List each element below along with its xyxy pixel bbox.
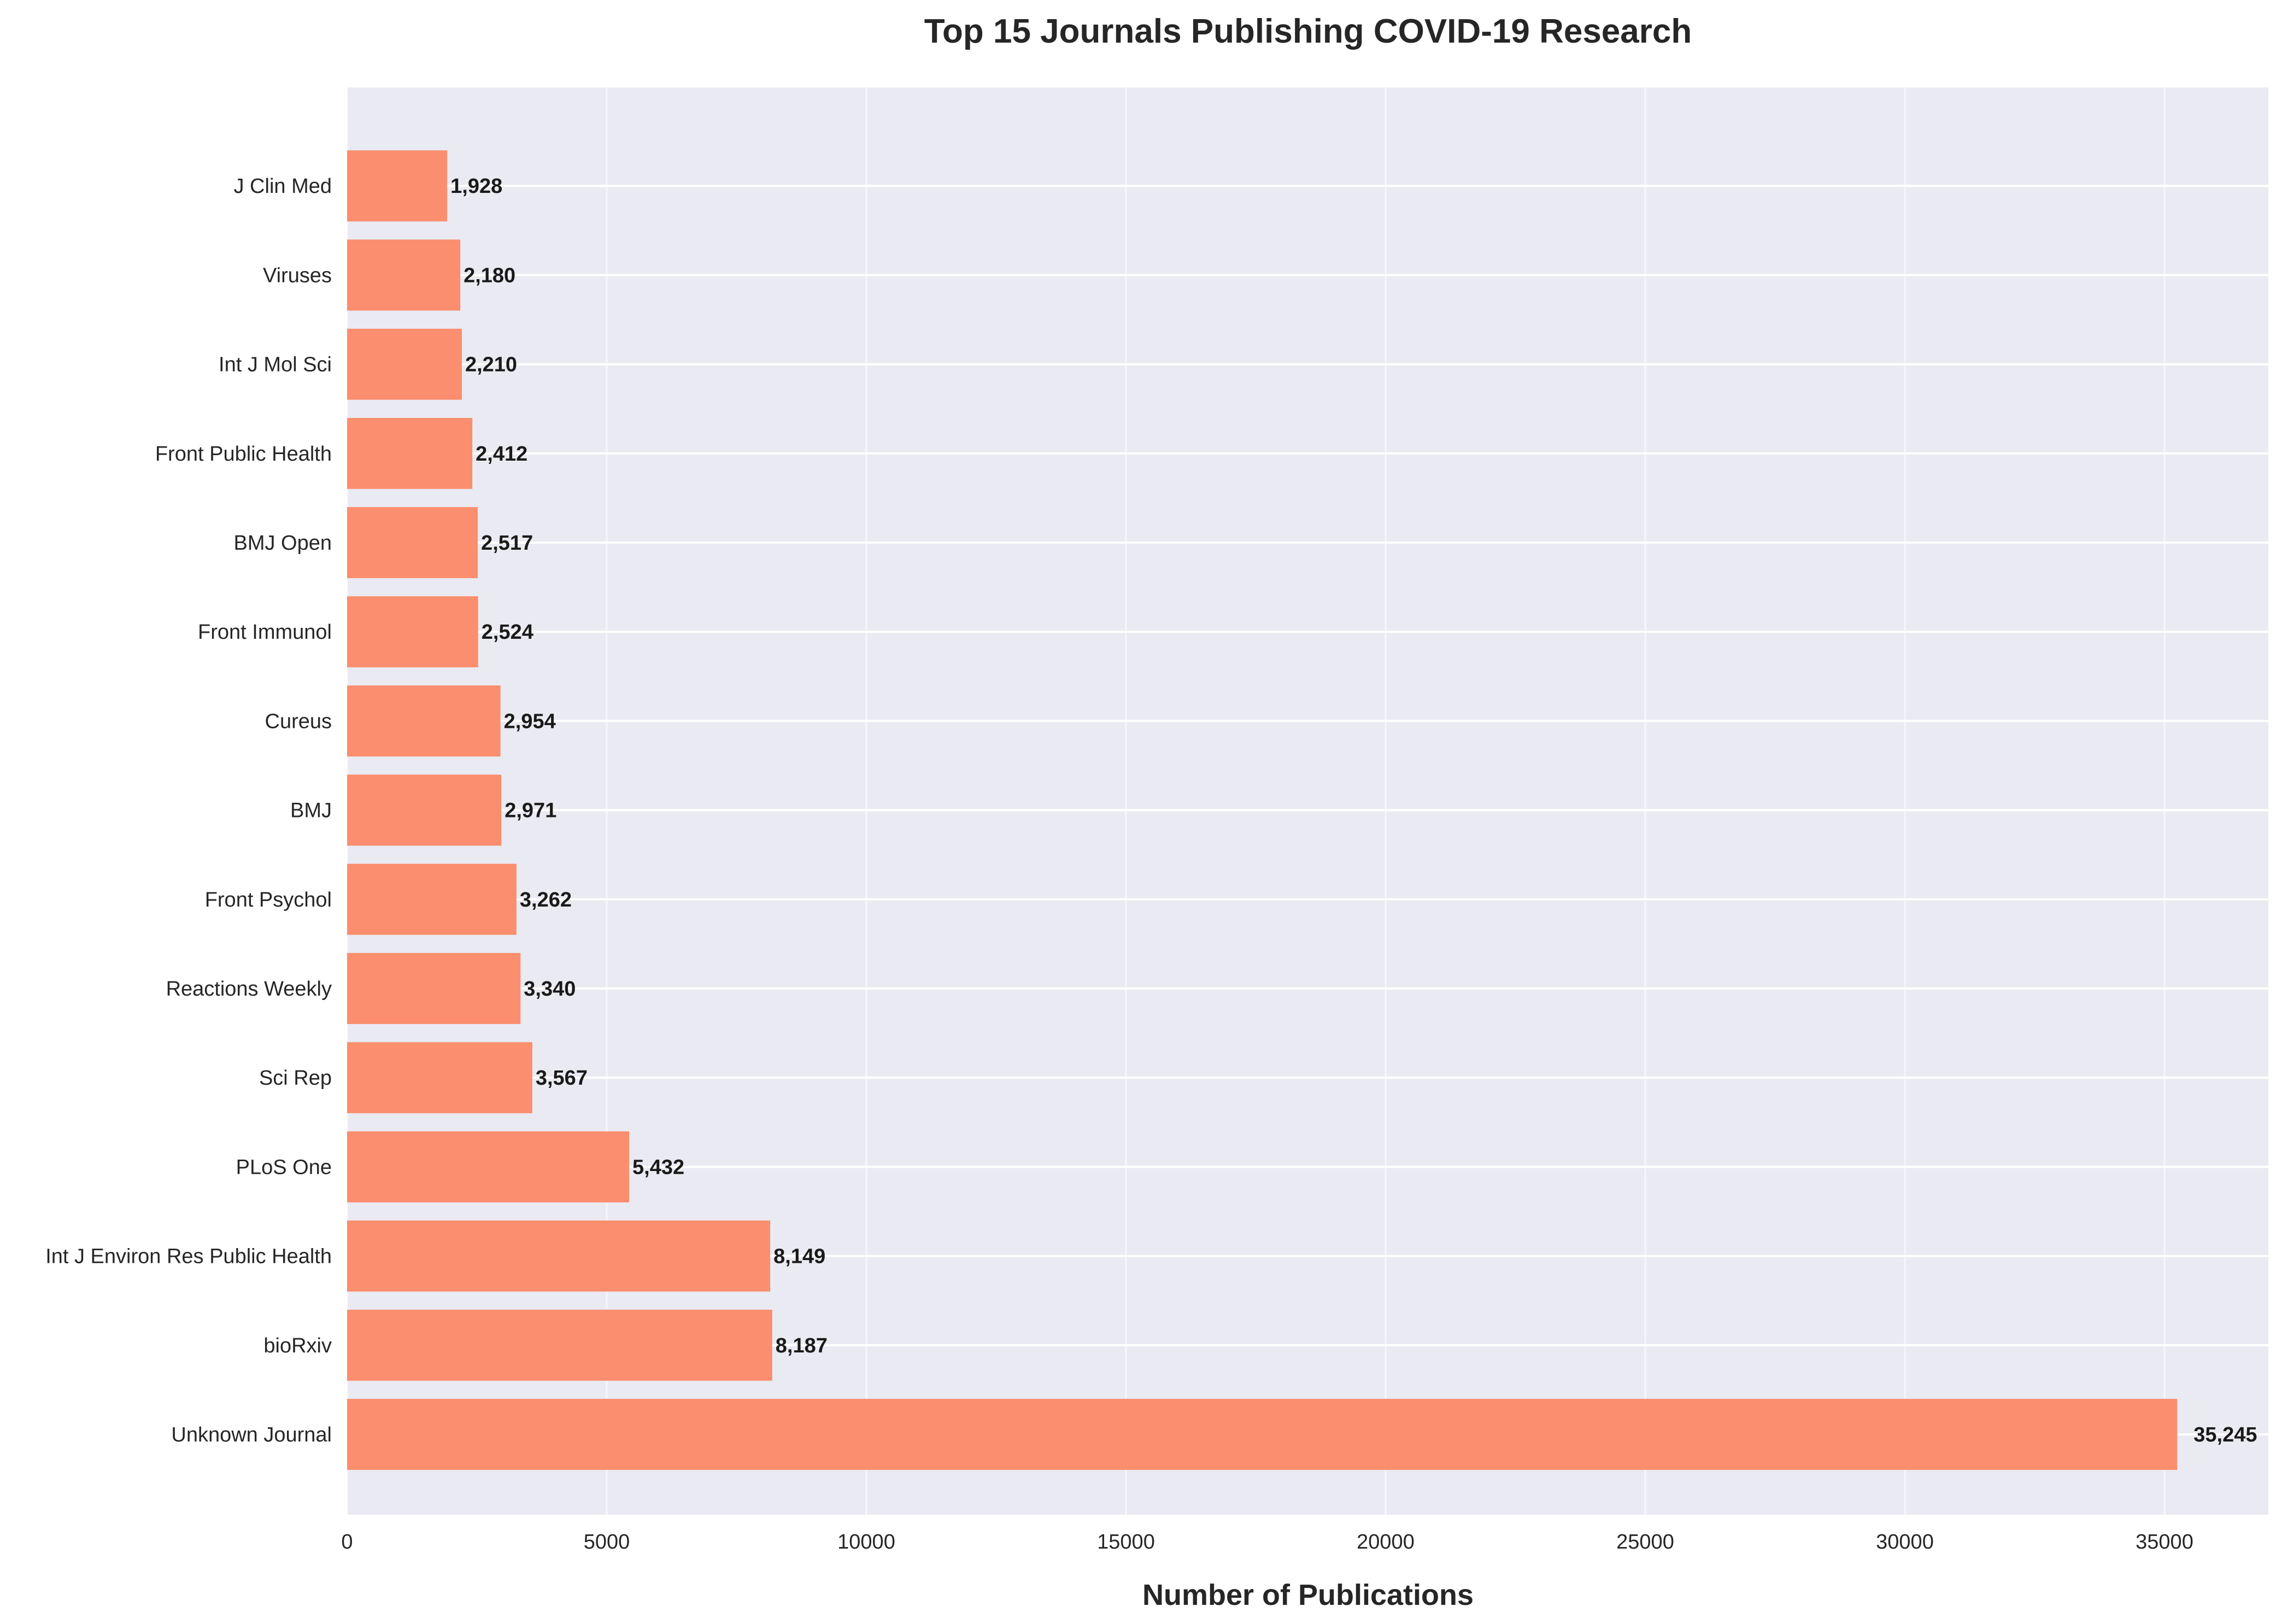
- bars: [347, 150, 2178, 1470]
- data-label: 3,262: [520, 889, 572, 911]
- bar: [347, 1399, 2178, 1470]
- data-label: 2,971: [505, 799, 556, 822]
- bar: [347, 1042, 532, 1114]
- data-label: 8,149: [773, 1245, 825, 1268]
- x-axis-tick-labels: 0 5000 10000 15000 20000 25000 30000 35000: [341, 1531, 2193, 1554]
- y-tick-label: Reactions Weekly: [166, 978, 332, 1001]
- bar: [347, 1309, 772, 1381]
- bar: [347, 150, 448, 222]
- y-tick-label: Unknown Journal: [171, 1423, 332, 1446]
- bar: [347, 863, 517, 935]
- bar: [347, 1131, 630, 1203]
- chart-title: Top 15 Journals Publishing COVID-19 Rese…: [924, 13, 1692, 50]
- y-tick-label: Int J Environ Res Public Health: [45, 1245, 332, 1268]
- x-tick-label: 10000: [837, 1531, 895, 1554]
- x-tick-label: 30000: [1876, 1531, 1934, 1554]
- bar: [347, 1220, 771, 1292]
- plot-area: [347, 87, 2268, 1515]
- y-tick-label: J Clin Med: [234, 175, 332, 198]
- y-tick-label: Front Immunol: [198, 621, 332, 644]
- data-label: 2,517: [481, 532, 533, 555]
- data-label: 3,340: [524, 978, 576, 1001]
- bar: [347, 685, 501, 757]
- bar: [347, 596, 478, 668]
- y-tick-label: BMJ Open: [233, 532, 332, 555]
- y-tick-label: Front Public Health: [155, 443, 332, 466]
- data-label: 2,210: [465, 354, 517, 376]
- x-axis-label: Number of Publications: [1142, 1579, 1474, 1611]
- y-tick-label: BMJ: [290, 799, 332, 822]
- y-tick-label: Sci Rep: [259, 1067, 332, 1090]
- y-axis-tick-labels: Unknown Journal bioRxiv Int J Environ Res …: [45, 175, 332, 1446]
- y-tick-label: bioRxiv: [263, 1334, 332, 1357]
- y-tick-label: Int J Mol Sci: [219, 354, 332, 376]
- y-tick-label: Viruses: [263, 264, 332, 287]
- x-tick-label: 35000: [2136, 1531, 2193, 1554]
- data-label: 5,432: [632, 1156, 684, 1179]
- bar: [347, 953, 521, 1024]
- y-tick-label: Front Psychol: [205, 889, 332, 911]
- x-tick-label: 20000: [1357, 1531, 1415, 1554]
- data-labels: 35,245 8,187 8,149 5,432 3,567 3,340 3,262 2,97…: [450, 175, 2257, 1446]
- y-tick-label: Cureus: [265, 710, 332, 733]
- data-label: 1,928: [450, 175, 502, 198]
- bar: [347, 239, 461, 311]
- bar: [347, 417, 473, 489]
- data-label: 2,954: [504, 710, 556, 733]
- data-label: 2,412: [476, 443, 527, 466]
- bar: [347, 507, 478, 578]
- data-label: 2,524: [482, 621, 533, 644]
- data-label: 3,567: [536, 1067, 588, 1090]
- x-tick-label: 25000: [1616, 1531, 1674, 1554]
- bar: [347, 774, 502, 846]
- y-tick-label: PLoS One: [236, 1156, 332, 1179]
- data-label: 35,245: [2193, 1423, 2257, 1446]
- data-label: 8,187: [776, 1334, 828, 1357]
- x-tick-label: 5000: [584, 1531, 630, 1554]
- data-label: 2,180: [464, 264, 515, 287]
- bar: [347, 328, 462, 400]
- x-tick-label: 0: [341, 1531, 353, 1554]
- x-tick-label: 15000: [1097, 1531, 1155, 1554]
